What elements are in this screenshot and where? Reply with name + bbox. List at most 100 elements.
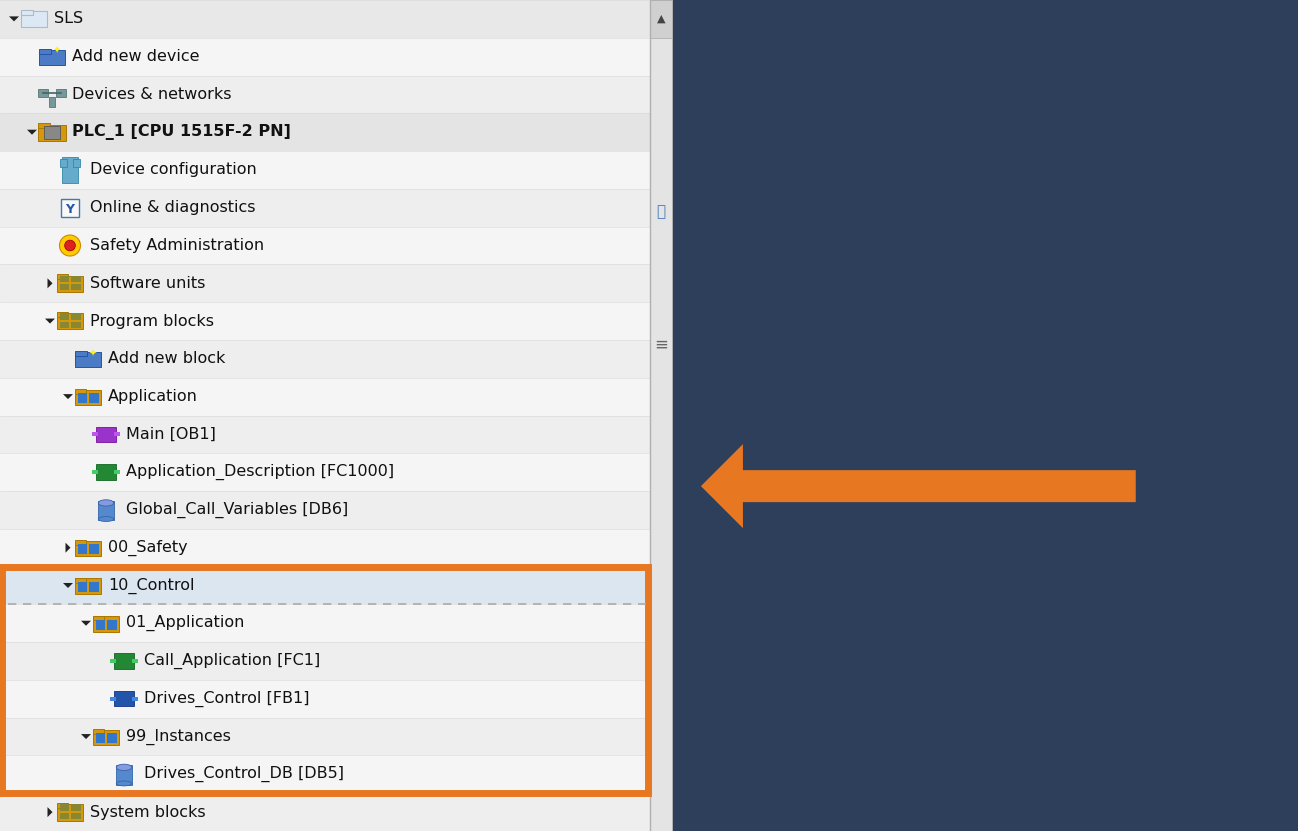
Text: PLC_1 [CPU 1515F-2 PN]: PLC_1 [CPU 1515F-2 PN] — [71, 124, 291, 140]
Bar — [110, 696, 116, 701]
Bar — [0, 113, 650, 151]
Bar — [57, 312, 67, 317]
Text: Add new block: Add new block — [108, 352, 226, 366]
Text: Add new device: Add new device — [71, 49, 200, 64]
Bar — [132, 696, 138, 701]
Bar — [0, 604, 650, 642]
Bar — [71, 322, 80, 328]
Bar — [0, 416, 650, 453]
Polygon shape — [48, 807, 52, 817]
Bar — [0, 340, 650, 378]
Bar — [78, 544, 87, 547]
Bar — [108, 620, 117, 622]
Bar — [78, 547, 87, 554]
Bar — [90, 396, 99, 403]
Bar — [108, 733, 117, 736]
Text: Call_Application [FC1]: Call_Application [FC1] — [144, 653, 321, 669]
Text: Application_Description [FC1000]: Application_Description [FC1000] — [126, 464, 395, 480]
Bar — [78, 396, 87, 403]
Bar — [75, 390, 101, 405]
Bar — [90, 544, 99, 547]
Bar — [60, 276, 69, 282]
Bar — [73, 159, 79, 167]
Bar — [114, 470, 119, 475]
Bar — [0, 189, 650, 227]
Text: ✦: ✦ — [53, 46, 61, 56]
Bar — [0, 718, 650, 755]
Bar — [75, 352, 101, 367]
Bar — [60, 804, 69, 811]
Ellipse shape — [117, 765, 131, 770]
Circle shape — [65, 240, 75, 251]
Bar — [78, 582, 87, 585]
Bar — [21, 10, 32, 15]
Bar — [650, 0, 672, 831]
Text: Drives_Control [FB1]: Drives_Control [FB1] — [144, 691, 309, 707]
Bar — [78, 393, 87, 396]
Text: SLS: SLS — [55, 12, 83, 27]
Bar — [75, 540, 86, 545]
Bar — [90, 585, 99, 592]
Bar — [57, 313, 83, 329]
Bar — [61, 199, 79, 217]
Bar — [96, 620, 105, 622]
Text: Program blocks: Program blocks — [90, 313, 214, 328]
Polygon shape — [48, 278, 52, 288]
Bar — [62, 157, 78, 183]
Bar — [117, 765, 131, 784]
Polygon shape — [27, 130, 38, 135]
Text: Online & diagnostics: Online & diagnostics — [90, 200, 256, 215]
Bar — [0, 302, 650, 340]
Bar — [78, 585, 87, 592]
Bar — [57, 804, 67, 809]
Bar — [75, 352, 87, 356]
Bar — [108, 736, 117, 743]
Bar — [92, 432, 97, 436]
Bar — [71, 804, 80, 811]
Polygon shape — [64, 583, 73, 588]
Bar — [57, 804, 83, 820]
Ellipse shape — [99, 517, 114, 522]
Bar — [56, 89, 66, 97]
Bar — [75, 578, 101, 594]
Text: 10_Control: 10_Control — [108, 578, 195, 593]
Bar — [96, 426, 116, 442]
Bar — [71, 313, 80, 320]
Bar — [114, 653, 134, 669]
Bar — [96, 736, 105, 743]
Text: 01_Application: 01_Application — [126, 615, 244, 632]
Polygon shape — [701, 444, 1136, 529]
Ellipse shape — [99, 499, 114, 506]
Bar — [60, 313, 69, 320]
Bar — [75, 389, 86, 394]
Bar — [0, 567, 650, 604]
Text: ▲: ▲ — [657, 14, 666, 24]
Text: Drives_Control_DB [DB5]: Drives_Control_DB [DB5] — [144, 766, 344, 783]
Bar — [0, 642, 650, 680]
Text: Application: Application — [108, 389, 197, 404]
Bar — [132, 659, 138, 663]
Bar — [0, 0, 650, 37]
Bar — [0, 227, 650, 264]
Bar — [0, 76, 650, 113]
Bar — [39, 49, 51, 54]
Bar — [90, 393, 99, 396]
Bar — [108, 622, 117, 630]
Text: 00_Safety: 00_Safety — [108, 539, 188, 556]
Bar — [90, 582, 99, 585]
Bar — [93, 730, 118, 745]
Text: Main [OB1]: Main [OB1] — [126, 427, 215, 442]
Text: 🔒: 🔒 — [657, 204, 666, 219]
Text: Y: Y — [65, 203, 74, 216]
Text: 99_Instances: 99_Instances — [126, 729, 231, 745]
Bar — [57, 274, 67, 279]
Bar — [21, 11, 47, 27]
Bar — [38, 89, 48, 97]
Bar — [0, 151, 650, 189]
Bar — [0, 37, 650, 76]
Bar — [60, 159, 67, 167]
Bar — [71, 813, 80, 819]
Bar — [39, 50, 65, 65]
Bar — [0, 264, 650, 302]
Polygon shape — [64, 394, 73, 399]
